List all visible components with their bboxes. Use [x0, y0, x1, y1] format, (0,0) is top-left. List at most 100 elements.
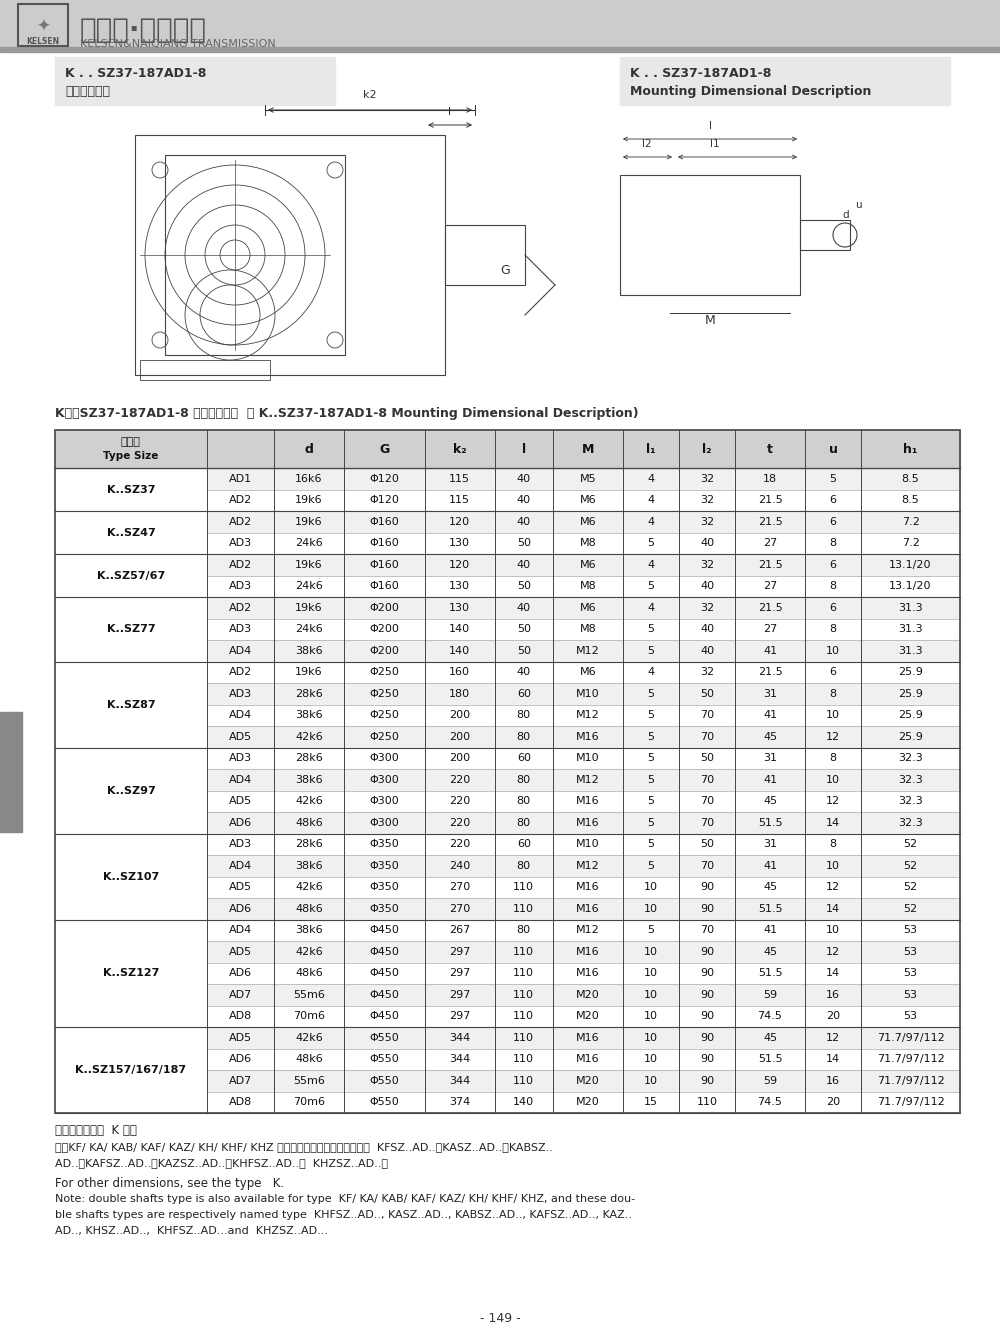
Text: Φ250: Φ250	[369, 711, 399, 720]
Bar	[620, 58, 950, 105]
Text: 71.7/97/112: 71.7/97/112	[877, 1054, 944, 1065]
Text: 80: 80	[517, 925, 531, 935]
Text: 42k6: 42k6	[295, 732, 323, 742]
Text: 60: 60	[517, 754, 531, 763]
Text: Φ450: Φ450	[369, 925, 399, 935]
Text: 45: 45	[763, 797, 777, 806]
Text: 53: 53	[904, 947, 918, 956]
Text: 90: 90	[700, 904, 714, 913]
Text: 71.7/97/112: 71.7/97/112	[877, 1075, 944, 1086]
Text: K . . SZ37-187AD1-8: K . . SZ37-187AD1-8	[630, 67, 771, 79]
Text: 31: 31	[763, 839, 777, 849]
Bar	[207, 963, 960, 984]
Text: 110: 110	[513, 990, 534, 1000]
Text: 53: 53	[904, 925, 918, 935]
Text: 55m6: 55m6	[293, 1075, 325, 1086]
Text: 48k6: 48k6	[295, 904, 323, 913]
Text: 4: 4	[647, 559, 654, 570]
Text: 70m6: 70m6	[293, 1097, 325, 1108]
Text: 4: 4	[647, 495, 654, 506]
Text: 19k6: 19k6	[295, 668, 323, 677]
Bar	[207, 747, 960, 768]
Text: 21.5: 21.5	[758, 668, 782, 677]
Text: K: K	[5, 763, 17, 780]
Text: l1: l1	[710, 139, 720, 149]
Text: KELSEN: KELSEN	[26, 36, 60, 46]
Text: 200: 200	[449, 711, 470, 720]
Text: 48k6: 48k6	[295, 1054, 323, 1065]
Text: 38k6: 38k6	[295, 646, 323, 656]
Text: 80: 80	[517, 861, 531, 870]
Text: 5: 5	[647, 538, 654, 548]
Text: 16: 16	[826, 1075, 840, 1086]
Text: M6: M6	[580, 516, 596, 527]
Text: M16: M16	[576, 882, 600, 892]
Text: 41: 41	[763, 711, 777, 720]
Bar	[165, 156, 345, 355]
Text: AD3: AD3	[229, 538, 252, 548]
Text: 160: 160	[449, 668, 470, 677]
Text: Φ160: Φ160	[370, 538, 399, 548]
Text: Φ300: Φ300	[370, 754, 399, 763]
Text: Φ550: Φ550	[370, 1033, 399, 1043]
Text: 344: 344	[449, 1075, 470, 1086]
Text: 70: 70	[700, 775, 714, 784]
Text: 10: 10	[826, 775, 840, 784]
Text: 5: 5	[647, 797, 654, 806]
Bar	[140, 359, 270, 380]
Text: 80: 80	[517, 775, 531, 784]
Text: 42k6: 42k6	[295, 797, 323, 806]
Text: AD6: AD6	[229, 968, 252, 978]
Text: 13.1/20: 13.1/20	[889, 581, 932, 591]
Text: M12: M12	[576, 925, 600, 935]
Text: 80: 80	[517, 797, 531, 806]
Text: M16: M16	[576, 947, 600, 956]
Text: Φ450: Φ450	[369, 990, 399, 1000]
Bar	[135, 135, 445, 375]
Text: k₂: k₂	[453, 443, 467, 456]
Text: 5: 5	[647, 839, 654, 849]
Text: 4: 4	[647, 516, 654, 527]
Text: Φ250: Φ250	[369, 732, 399, 742]
Text: 220: 220	[449, 775, 470, 784]
Bar	[207, 1027, 960, 1049]
Text: M10: M10	[576, 689, 600, 699]
Text: 12: 12	[826, 732, 840, 742]
Text: 80: 80	[517, 711, 531, 720]
Bar	[800, 220, 850, 249]
Text: 10: 10	[644, 1075, 658, 1086]
Text: 60: 60	[517, 839, 531, 849]
Text: Φ450: Φ450	[369, 1011, 399, 1022]
Text: 59: 59	[763, 990, 777, 1000]
Text: 10: 10	[644, 947, 658, 956]
Text: 16: 16	[826, 990, 840, 1000]
Text: 5: 5	[647, 646, 654, 656]
Text: 40: 40	[517, 473, 531, 484]
Bar	[0, 47, 1000, 52]
Text: M16: M16	[576, 797, 600, 806]
Text: u: u	[829, 443, 837, 456]
Text: 53: 53	[904, 990, 918, 1000]
Text: 19k6: 19k6	[295, 516, 323, 527]
Text: 110: 110	[513, 882, 534, 892]
Bar	[55, 920, 207, 1027]
Text: 14: 14	[826, 818, 840, 827]
Text: 38k6: 38k6	[295, 711, 323, 720]
Bar	[207, 640, 960, 661]
Text: 38k6: 38k6	[295, 925, 323, 935]
Text: 48k6: 48k6	[295, 818, 323, 827]
Bar	[55, 1027, 207, 1113]
Text: Φ160: Φ160	[370, 516, 399, 527]
Text: 5: 5	[647, 711, 654, 720]
Text: 120: 120	[449, 516, 470, 527]
Text: K..SZ127: K..SZ127	[103, 968, 159, 978]
Text: 8.5: 8.5	[902, 473, 919, 484]
Text: AD2: AD2	[229, 602, 252, 613]
Text: 32: 32	[700, 473, 714, 484]
Text: Note: double shafts type is also available for type  KF/ KA/ KAB/ KAF/ KAZ/ KH/ : Note: double shafts type is also availab…	[55, 1193, 635, 1204]
Text: 42k6: 42k6	[295, 1033, 323, 1043]
Text: 38k6: 38k6	[295, 775, 323, 784]
Text: 110: 110	[513, 947, 534, 956]
Text: 5: 5	[647, 581, 654, 591]
Text: 270: 270	[449, 882, 470, 892]
